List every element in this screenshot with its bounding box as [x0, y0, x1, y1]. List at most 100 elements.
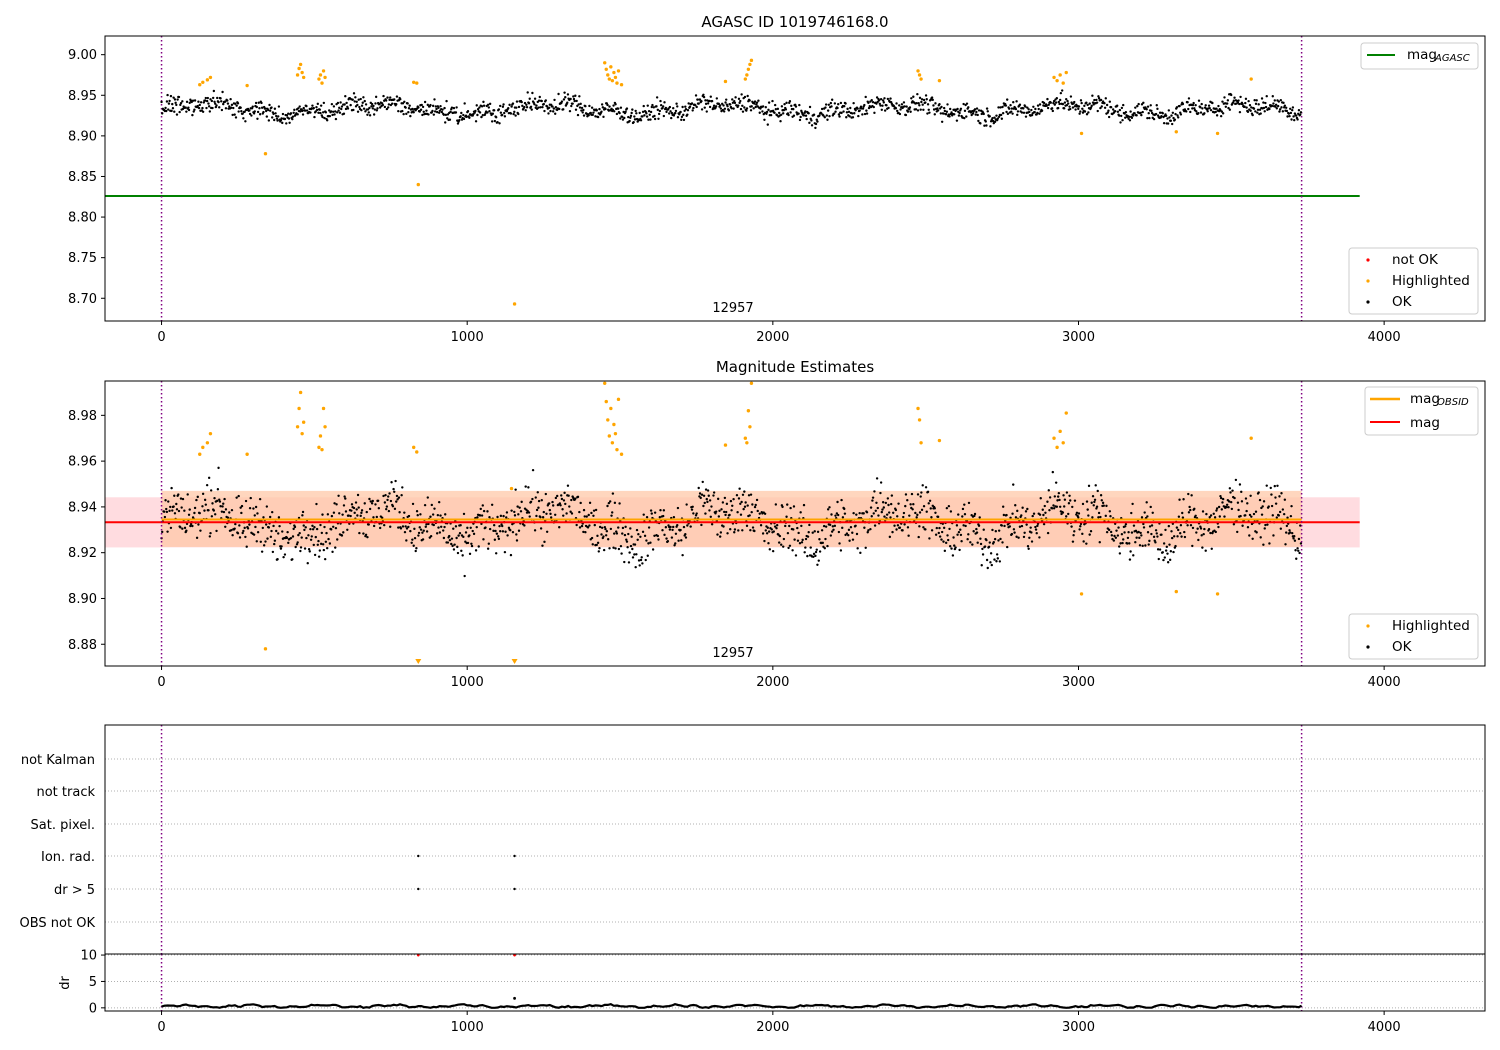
ok-point — [237, 110, 240, 113]
ok-point — [647, 109, 651, 113]
ok-point — [1188, 505, 1191, 509]
ok-point — [594, 115, 597, 118]
ok-point — [924, 486, 928, 489]
highlighted-point — [317, 77, 321, 81]
ok-point — [1195, 110, 1198, 113]
ok-point — [344, 497, 347, 500]
ok-point — [1032, 105, 1035, 108]
ok-point — [1081, 532, 1084, 536]
ok-point — [265, 115, 269, 118]
ok-point — [1266, 523, 1269, 526]
ok-point — [195, 536, 199, 540]
ok-point — [700, 99, 703, 103]
ok-point — [419, 528, 423, 531]
ok-point — [885, 513, 889, 516]
ok-point — [916, 513, 919, 517]
ok-point — [928, 111, 931, 114]
ok-point — [1097, 95, 1100, 98]
ok-point — [440, 110, 444, 114]
ok-point — [218, 500, 222, 503]
ok-point — [317, 539, 320, 543]
ok-point — [1180, 535, 1183, 538]
ok-point — [393, 507, 397, 511]
ok-point — [642, 513, 645, 516]
ok-point — [554, 105, 558, 109]
ok-point — [1050, 507, 1054, 510]
ok-point — [1069, 499, 1072, 502]
ok-point — [918, 525, 921, 528]
ok-point — [220, 108, 224, 112]
ok-point — [1115, 104, 1119, 107]
ok-point — [450, 537, 454, 540]
ok-point — [852, 101, 855, 105]
ok-point — [179, 101, 183, 105]
ok-point — [1251, 113, 1254, 117]
ok-point — [844, 102, 847, 105]
ok-point — [1011, 112, 1014, 115]
ok-point — [935, 526, 938, 530]
ok-point — [703, 501, 706, 505]
x-tick-label: 3000 — [1062, 675, 1095, 690]
ok-point — [526, 91, 529, 94]
ok-point — [278, 524, 281, 528]
ok-point — [1187, 511, 1191, 514]
ok-point — [730, 509, 733, 512]
ok-point — [908, 106, 912, 109]
ok-point — [401, 109, 404, 113]
ok-point — [1124, 110, 1128, 114]
ok-point — [185, 110, 188, 113]
ok-point — [797, 531, 800, 535]
legend-highlighted-2: Highlighted — [1392, 618, 1470, 634]
ok-point — [989, 552, 993, 555]
ok-point — [501, 113, 504, 117]
ok-point — [1034, 525, 1037, 529]
ok-point — [653, 114, 656, 118]
ok-point — [715, 97, 719, 100]
ok-point — [429, 103, 432, 107]
ok-point — [904, 113, 908, 117]
highlighted-point — [616, 397, 621, 402]
ok-point — [166, 530, 169, 533]
ok-point — [1058, 505, 1062, 508]
ok-point — [908, 514, 911, 517]
ok-point — [197, 106, 201, 110]
ok-point — [385, 505, 389, 508]
ok-point — [886, 97, 890, 101]
highlighted-point — [616, 69, 621, 73]
ok-point — [743, 95, 747, 99]
mag-xticks: 0 1000 2000 3000 4000 — [157, 666, 1401, 690]
ok-point — [488, 516, 491, 519]
ok-point — [799, 511, 802, 514]
ok-point — [351, 98, 354, 101]
ok-point — [750, 510, 753, 514]
ok-point — [350, 503, 354, 506]
ok-point — [1186, 101, 1189, 104]
ok-point — [964, 524, 967, 528]
ok-point — [1162, 542, 1166, 545]
ok-point — [894, 107, 898, 110]
ok-point — [1271, 514, 1274, 517]
ok-point — [1083, 104, 1086, 108]
ok-point — [587, 114, 590, 117]
ok-point — [658, 109, 662, 113]
ok-point — [976, 113, 979, 117]
ok-point — [828, 523, 832, 527]
ok-point — [184, 106, 187, 109]
ok-point — [743, 490, 746, 493]
ok-point — [1156, 548, 1160, 551]
ok-point — [780, 105, 784, 108]
ok-point — [987, 545, 991, 549]
ok-point — [228, 105, 231, 108]
ok-point — [240, 109, 243, 113]
ok-point — [1236, 530, 1239, 534]
ok-point — [666, 540, 670, 543]
ok-point — [279, 547, 283, 550]
ok-point — [421, 531, 424, 534]
ok-point — [615, 530, 618, 533]
ok-point — [1167, 109, 1171, 112]
ok-point — [1033, 110, 1036, 114]
ok-point — [788, 100, 792, 103]
ok-point — [1252, 512, 1256, 516]
ok-point — [1020, 111, 1024, 114]
